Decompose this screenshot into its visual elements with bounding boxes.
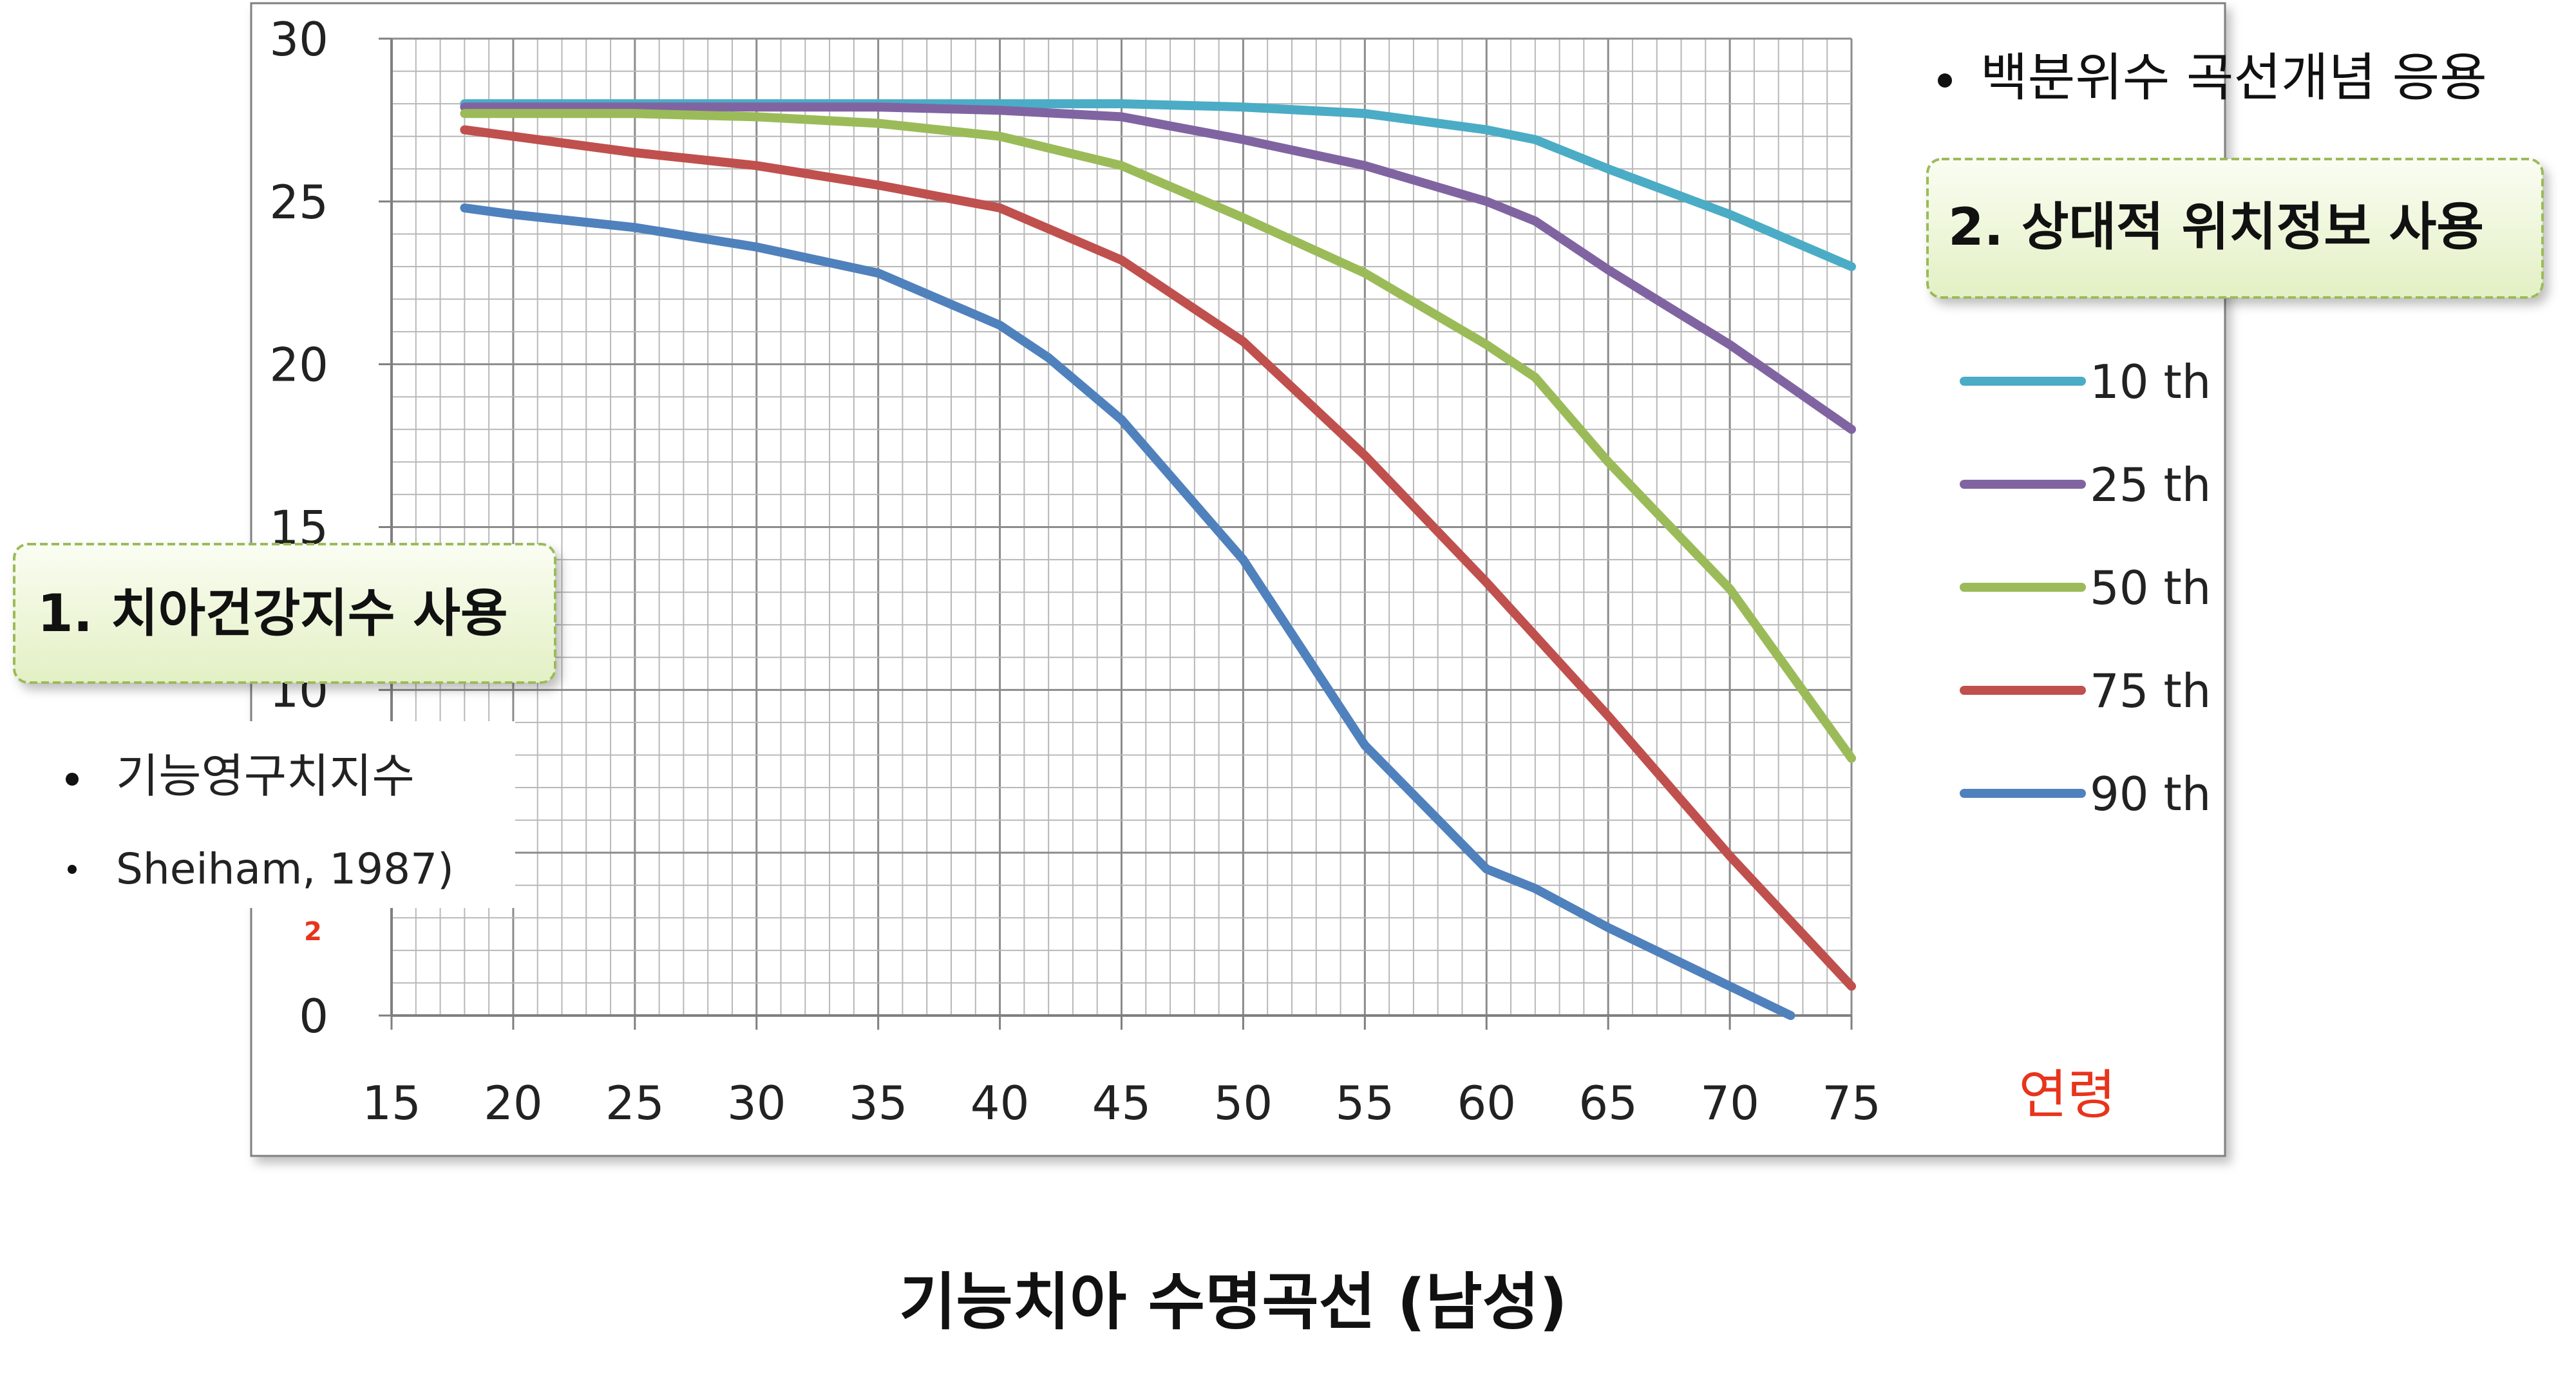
chart-frame xyxy=(250,2,2226,1157)
bullet-top: 백분위수 곡선개념 응용 xyxy=(1938,48,2487,108)
x-tick-label: 55 xyxy=(1336,1076,1395,1130)
x-tick-label: 60 xyxy=(1457,1076,1516,1130)
x-tick-label: 45 xyxy=(1092,1076,1151,1130)
x-tick-label: 65 xyxy=(1578,1076,1638,1130)
callout-left-box xyxy=(13,543,556,684)
legend-label: 75 th xyxy=(2090,664,2211,718)
bullet-dot xyxy=(68,865,77,874)
y-tick-label: 0 xyxy=(299,989,328,1043)
callout-right-text: 2. 상대적 위치정보 사용 xyxy=(1948,197,2484,257)
bullet-dot xyxy=(1938,73,1952,88)
x-tick-label: 20 xyxy=(484,1076,543,1130)
series-line-50th xyxy=(460,109,1856,763)
x-axis-label: 연령 xyxy=(2019,1064,2116,1126)
y-tick-label: 25 xyxy=(269,175,328,229)
series-line-75th xyxy=(460,125,1856,991)
chart-title: 기능치아 수명곡선 (남성) xyxy=(899,1266,1567,1338)
bullet-top-text: 백분위수 곡선개념 응용 xyxy=(1980,48,2487,108)
stray-mark: 2 xyxy=(304,917,322,947)
series-line-90th xyxy=(460,203,1795,1020)
bullet-left-2: Sheiham, 1987) xyxy=(116,844,454,894)
callout-left: 1. 치아건강지수 사용 xyxy=(13,543,556,684)
x-tick-label: 75 xyxy=(1822,1076,1881,1130)
callout-right: 2. 상대적 위치정보 사용 xyxy=(1926,158,2544,299)
y-tick-label: 20 xyxy=(269,338,328,392)
legend-label: 25 th xyxy=(2090,458,2211,512)
x-tick-label: 70 xyxy=(1700,1076,1759,1130)
x-tick-label: 40 xyxy=(971,1076,1030,1130)
bullet-dot xyxy=(66,773,79,786)
x-tick-label: 30 xyxy=(727,1076,786,1130)
x-tick-label: 15 xyxy=(362,1076,421,1130)
legend-label: 50 th xyxy=(2090,561,2211,615)
callout-left-text: 1. 치아건강지수 사용 xyxy=(37,583,508,643)
series-line-25th xyxy=(460,102,1856,434)
x-tick-label: 25 xyxy=(605,1076,665,1130)
y-tick-label: 30 xyxy=(269,12,328,66)
left-note-panel xyxy=(26,721,515,908)
x-tick-label: 50 xyxy=(1214,1076,1273,1130)
legend-label: 10 th xyxy=(2090,355,2211,409)
legend: 10 th 25 th 50 th 75 th 90 th xyxy=(1960,355,2211,821)
callout-right-box xyxy=(1926,158,2544,299)
series-lines xyxy=(460,99,1856,1020)
legend-label: 90 th xyxy=(2090,767,2211,821)
bullet-left-list: 기능영구치지수 Sheiham, 1987) xyxy=(66,749,454,894)
x-tick-label: 35 xyxy=(849,1076,908,1130)
grid xyxy=(390,37,1853,1017)
bullet-left-1: 기능영구치지수 xyxy=(116,749,415,803)
